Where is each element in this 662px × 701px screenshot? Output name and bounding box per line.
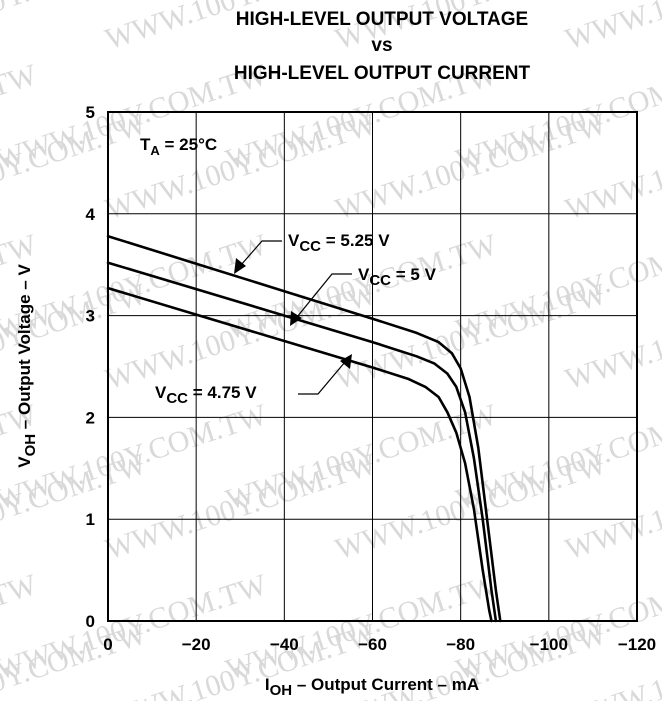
watermark-text: WWW.100Y.COM.TW xyxy=(561,0,662,56)
x-tick-label: −120 xyxy=(618,635,656,654)
y-axis-label: VOH – Output Voltage – V xyxy=(15,264,39,468)
y-tick-label: 2 xyxy=(86,408,95,427)
y-tick-label: 1 xyxy=(86,510,95,529)
leader-vcc-5-25 xyxy=(240,240,282,266)
chart-title-line-1: HIGH-LEVEL OUTPUT VOLTAGE xyxy=(236,9,528,30)
y-tick-label: 4 xyxy=(86,205,96,224)
arrow-head-vcc-5 xyxy=(290,311,302,326)
series-label-vcc-4-75: VCC = 4.75 V xyxy=(155,383,257,407)
arrow-head-vcc-4-75 xyxy=(340,354,352,369)
series-label-vcc-5-25: VCC = 5.25 V xyxy=(288,231,390,255)
series-label-vcc-5: VCC = 5 V xyxy=(358,265,437,289)
x-tick-label: −80 xyxy=(446,635,475,654)
plot-frame xyxy=(107,111,638,622)
series-line-0 xyxy=(106,234,502,623)
x-axis-label: IOH – Output Current – mA xyxy=(265,675,479,699)
tick-labels: 0 −20 −40 −60 −80 −100 −120 0 1 2 3 4 5 xyxy=(86,103,657,654)
x-tick-label: −40 xyxy=(270,635,299,654)
chart-title-line-3: HIGH-LEVEL OUTPUT CURRENT xyxy=(234,63,531,84)
y-tick-label: 3 xyxy=(86,307,95,326)
x-tick-label: −60 xyxy=(358,635,387,654)
annotation-arrows xyxy=(234,258,352,369)
series-line-1 xyxy=(106,261,498,623)
leader-vcc-5 xyxy=(296,273,352,318)
x-tick-label: −100 xyxy=(530,635,568,654)
y-tick-label: 5 xyxy=(86,103,95,122)
y-tick-label: 0 xyxy=(86,612,95,631)
temperature-condition: TA = 25°C xyxy=(140,135,217,158)
x-tick-label: −20 xyxy=(182,635,211,654)
annotation-leaders xyxy=(240,240,352,395)
series-line-2 xyxy=(106,286,493,623)
series-lines xyxy=(106,234,502,623)
x-tick-label: 0 xyxy=(103,635,112,654)
chart-title-line-2: vs xyxy=(371,35,392,56)
leader-vcc-4-75 xyxy=(298,361,346,395)
arrow-head-vcc-5-25 xyxy=(234,258,246,274)
